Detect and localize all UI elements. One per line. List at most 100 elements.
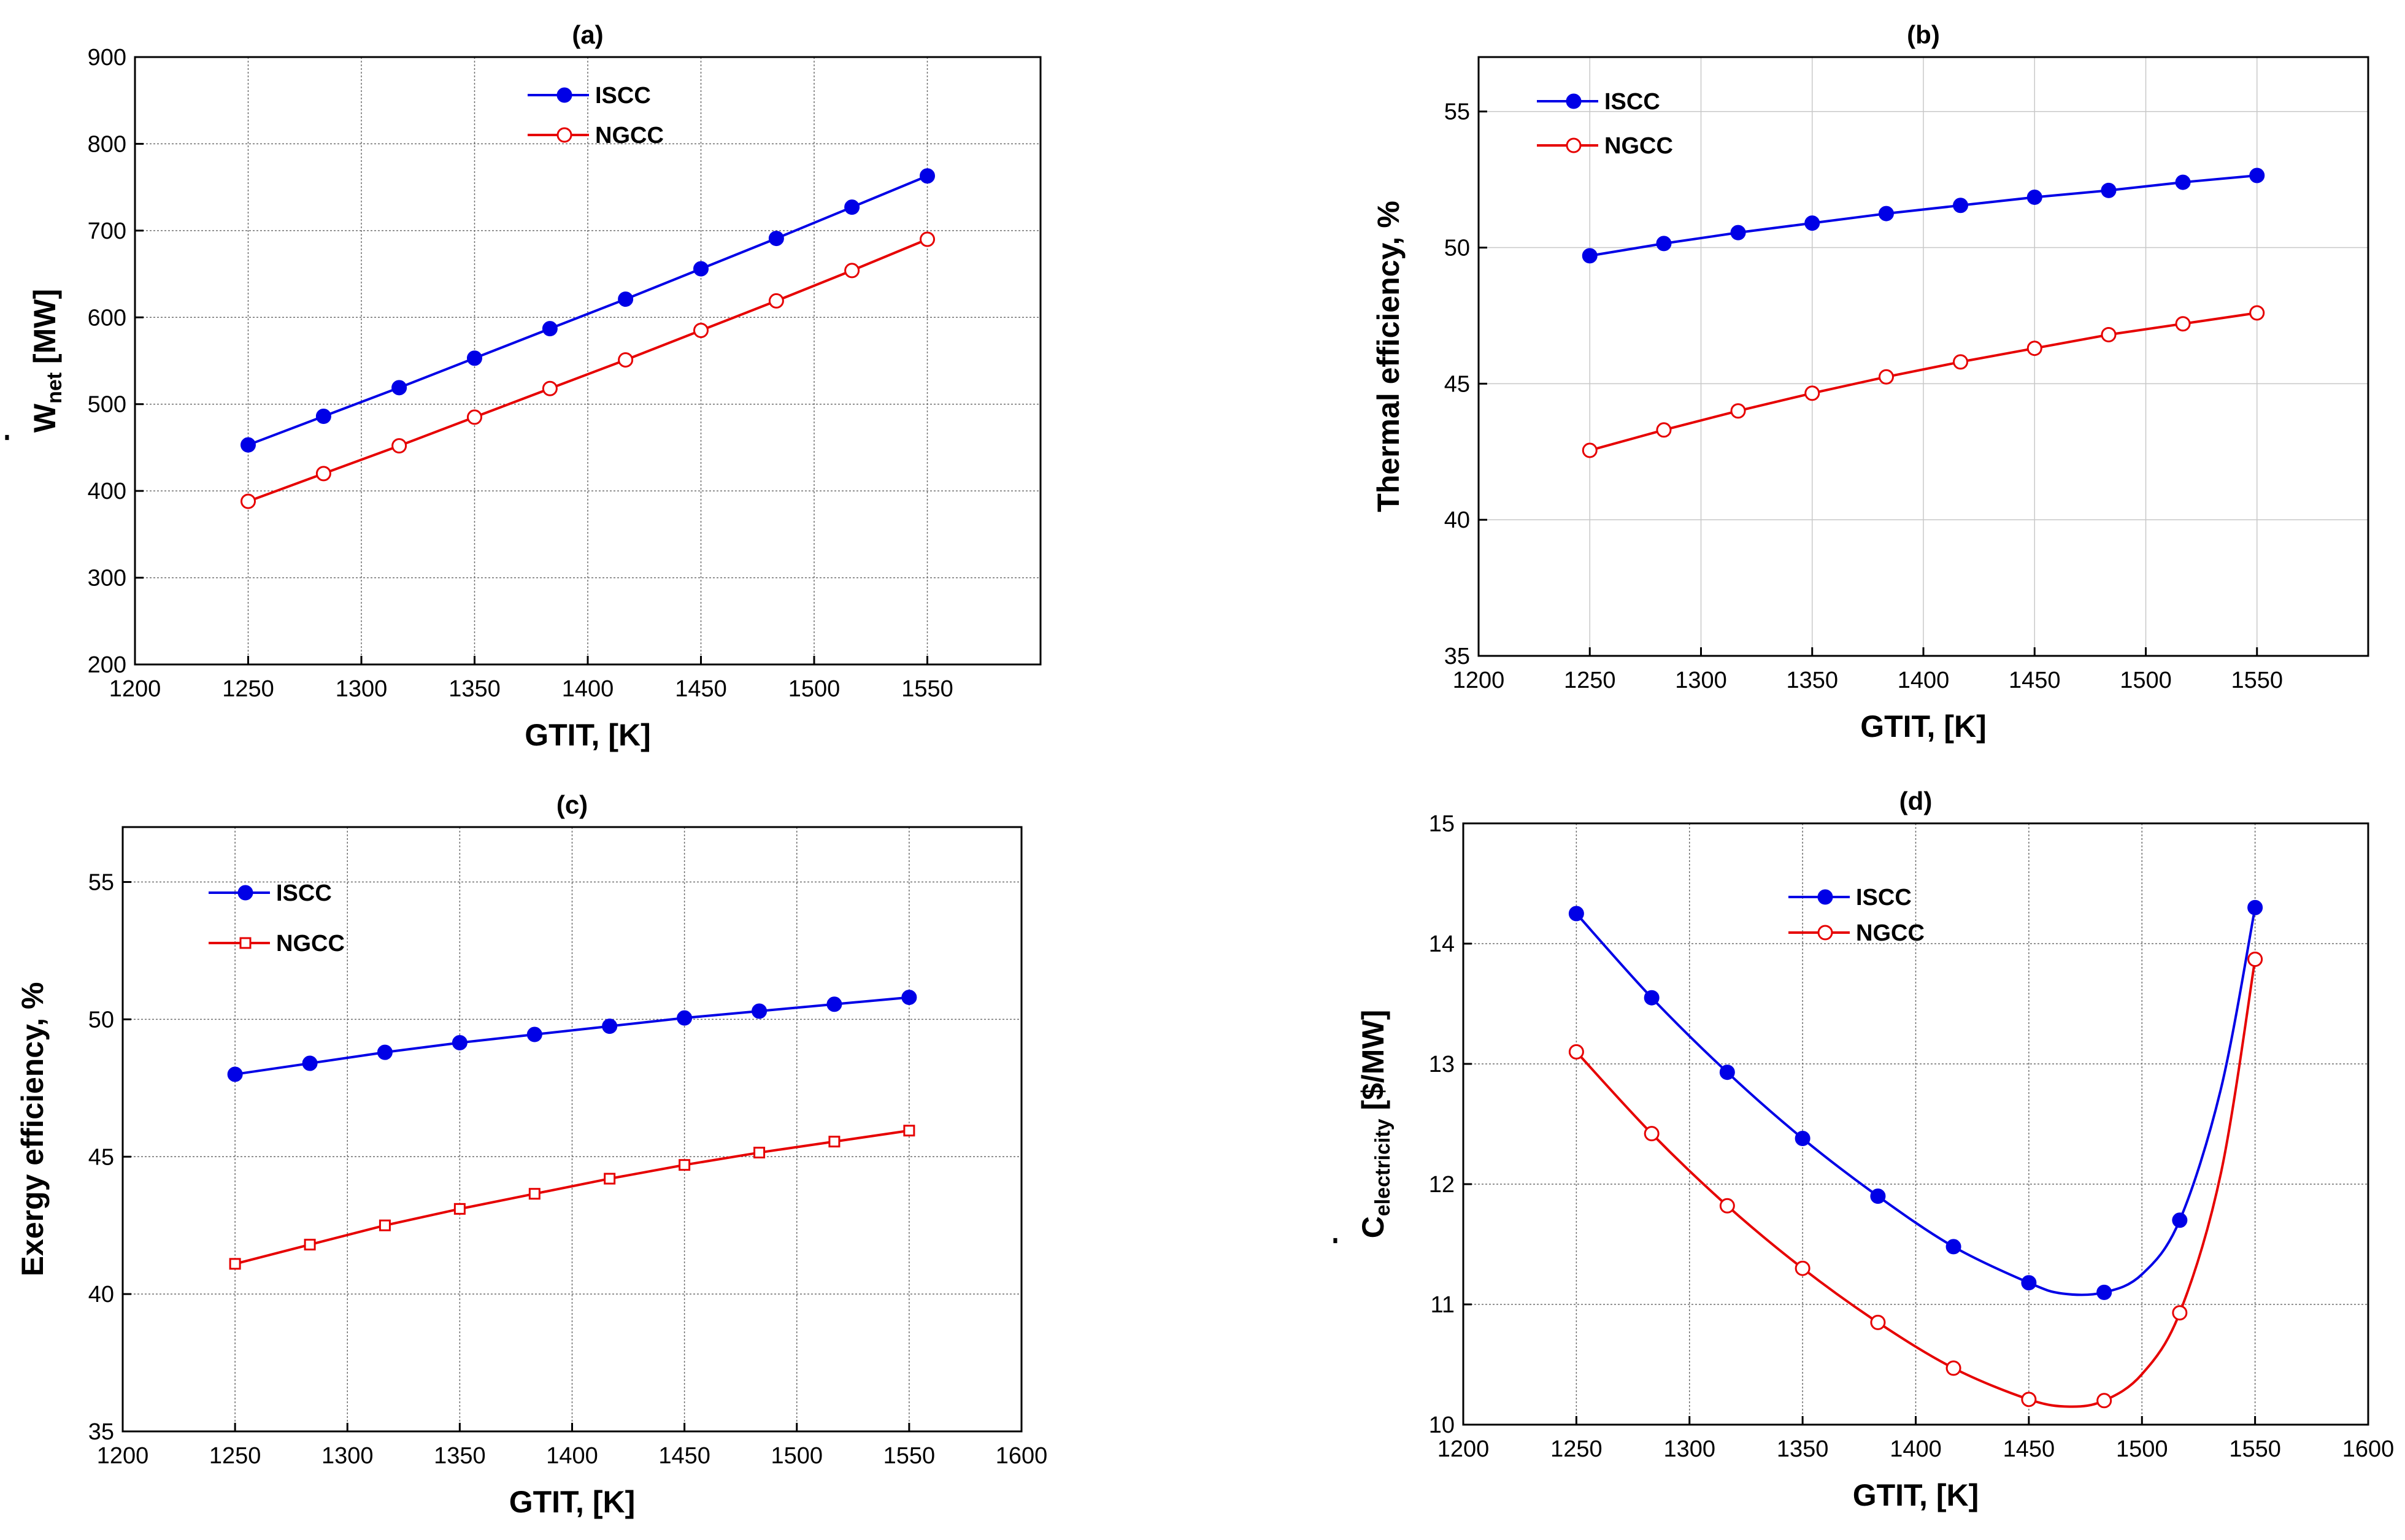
data-point-ngcc [304, 1239, 316, 1251]
data-point-iscc [1953, 198, 1969, 214]
data-point-ngcc [1795, 1260, 1810, 1276]
data-point-ngcc [1804, 385, 1820, 401]
legend-marker [1817, 925, 1833, 941]
legend-label-iscc: ISCC [1604, 89, 1660, 115]
data-point-iscc [752, 1003, 768, 1019]
data-point-ngcc [2175, 316, 2191, 332]
series-line-ngcc [1589, 312, 2258, 452]
y-tick-label: 700 [88, 218, 126, 244]
data-point-iscc [844, 199, 860, 215]
data-point-iscc [2175, 174, 2191, 190]
x-tick-label: 1500 [2116, 1436, 2168, 1462]
chart-d: 1200 1250 1300 1350 1400 1450 1500 1550 1600 10 11… [1327, 787, 2394, 1512]
data-point-ngcc [2096, 1393, 2112, 1409]
data-point-ngcc [1730, 403, 1746, 419]
data-point-iscc [1795, 1131, 1810, 1147]
series-ngcc-d [1568, 951, 2263, 1409]
legend-label-ngcc: NGCC [595, 123, 664, 148]
series-ngcc-c [229, 1125, 915, 1270]
series-line-ngcc [247, 238, 928, 502]
y-tick-label: 200 [88, 652, 126, 678]
legend-b: ISCC NGCC [1537, 89, 1673, 159]
x-tick-label: 1300 [1663, 1436, 1715, 1462]
data-point-iscc [768, 231, 784, 247]
data-point-iscc [1582, 248, 1598, 264]
x-tick-label: 1400 [1898, 668, 1950, 693]
data-point-ngcc [2021, 1392, 2037, 1407]
data-point-iscc [391, 380, 407, 396]
x-tick-label: 1200 [1437, 1436, 1490, 1462]
x-tick-label: 1450 [2009, 668, 2061, 693]
y-tick-label: 35 [1444, 644, 1470, 669]
data-point-ngcc [1644, 1126, 1660, 1142]
data-point-iscc [677, 1010, 693, 1026]
x-tick-label: 1400 [546, 1443, 598, 1469]
data-point-ngcc [2249, 305, 2265, 321]
data-point-ngcc [2172, 1305, 2188, 1321]
x-tick-label: 1400 [562, 676, 614, 702]
data-point-ngcc [379, 1219, 391, 1231]
y-tick-label: 11 [1431, 1292, 1455, 1318]
data-point-iscc [1730, 225, 1746, 241]
panel-title-b: (b) [1907, 20, 1940, 49]
data-point-ngcc [753, 1147, 766, 1159]
data-point-iscc [542, 321, 558, 337]
x-axis-label-b: GTIT, [K] [1860, 709, 1987, 744]
series-line-iscc [247, 174, 928, 447]
data-point-iscc [240, 437, 256, 453]
x-tick-label: 1450 [658, 1443, 710, 1469]
y-axis-label-c: Exergy efficiency, % [15, 982, 50, 1277]
data-point-ngcc [1878, 369, 1894, 385]
y-tick-label: 45 [1444, 371, 1470, 397]
x-tick-label: 1450 [2003, 1436, 2055, 1462]
data-point-iscc [2021, 1275, 2037, 1291]
data-point-ngcc [391, 438, 407, 454]
data-point-iscc [1878, 206, 1894, 221]
y-tick-label: 35 [88, 1419, 114, 1445]
legend-marker [237, 885, 253, 901]
legend-marker [1566, 137, 1582, 153]
y-tick-label: 40 [88, 1282, 114, 1307]
x-tick-label: 1200 [109, 676, 161, 702]
legend-marker [1566, 93, 1582, 109]
data-point-iscc [2101, 182, 2117, 198]
data-point-iscc [2249, 167, 2265, 183]
x-tick-label: 1600 [2342, 1436, 2395, 1462]
y-tick-label: 45 [88, 1144, 114, 1170]
y-tick-label: 400 [88, 479, 126, 504]
x-tick-label: 1300 [1675, 668, 1727, 693]
chart-b: 1200 1250 1300 1350 1400 1450 1500 1550 35 40 45 50… [1371, 20, 2369, 744]
series-iscc-a [240, 168, 935, 453]
x-tick-label: 1300 [336, 676, 388, 702]
data-point-ngcc [542, 380, 558, 396]
y-tick-label: 300 [88, 566, 126, 591]
data-point-ngcc [920, 231, 935, 247]
y-tick-label: 10 [1429, 1412, 1455, 1438]
x-tick-label: 1550 [2231, 668, 2283, 693]
y-tick-label: 15 [1429, 811, 1455, 837]
data-point-iscc [1945, 1239, 1961, 1255]
x-tick-label: 1450 [675, 676, 727, 702]
data-point-iscc [526, 1026, 542, 1042]
y-tick-label: 40 [1444, 507, 1470, 533]
data-point-ngcc [453, 1203, 466, 1215]
y-tick-label: 55 [1444, 99, 1470, 125]
data-point-ngcc [2247, 951, 2263, 967]
data-point-iscc [2026, 189, 2042, 205]
x-tick-label: 1500 [771, 1443, 823, 1469]
data-point-iscc [1568, 906, 1584, 922]
legend-marker [1817, 889, 1833, 905]
x-tick-label: 1250 [222, 676, 274, 702]
x-tick-label: 1400 [1890, 1436, 1942, 1462]
legend-label-ngcc: NGCC [1856, 920, 1925, 946]
x-axis-label-d: GTIT, [K] [1853, 1478, 1979, 1512]
data-point-iscc [452, 1034, 468, 1050]
x-tick-label: 1350 [434, 1443, 486, 1469]
data-point-iscc [920, 168, 935, 184]
x-tick-label: 1250 [1550, 1436, 1603, 1462]
data-point-ngcc [1568, 1044, 1584, 1060]
y-tick-label: 12 [1429, 1172, 1455, 1198]
legend-marker [556, 127, 572, 143]
data-point-iscc [227, 1066, 243, 1082]
